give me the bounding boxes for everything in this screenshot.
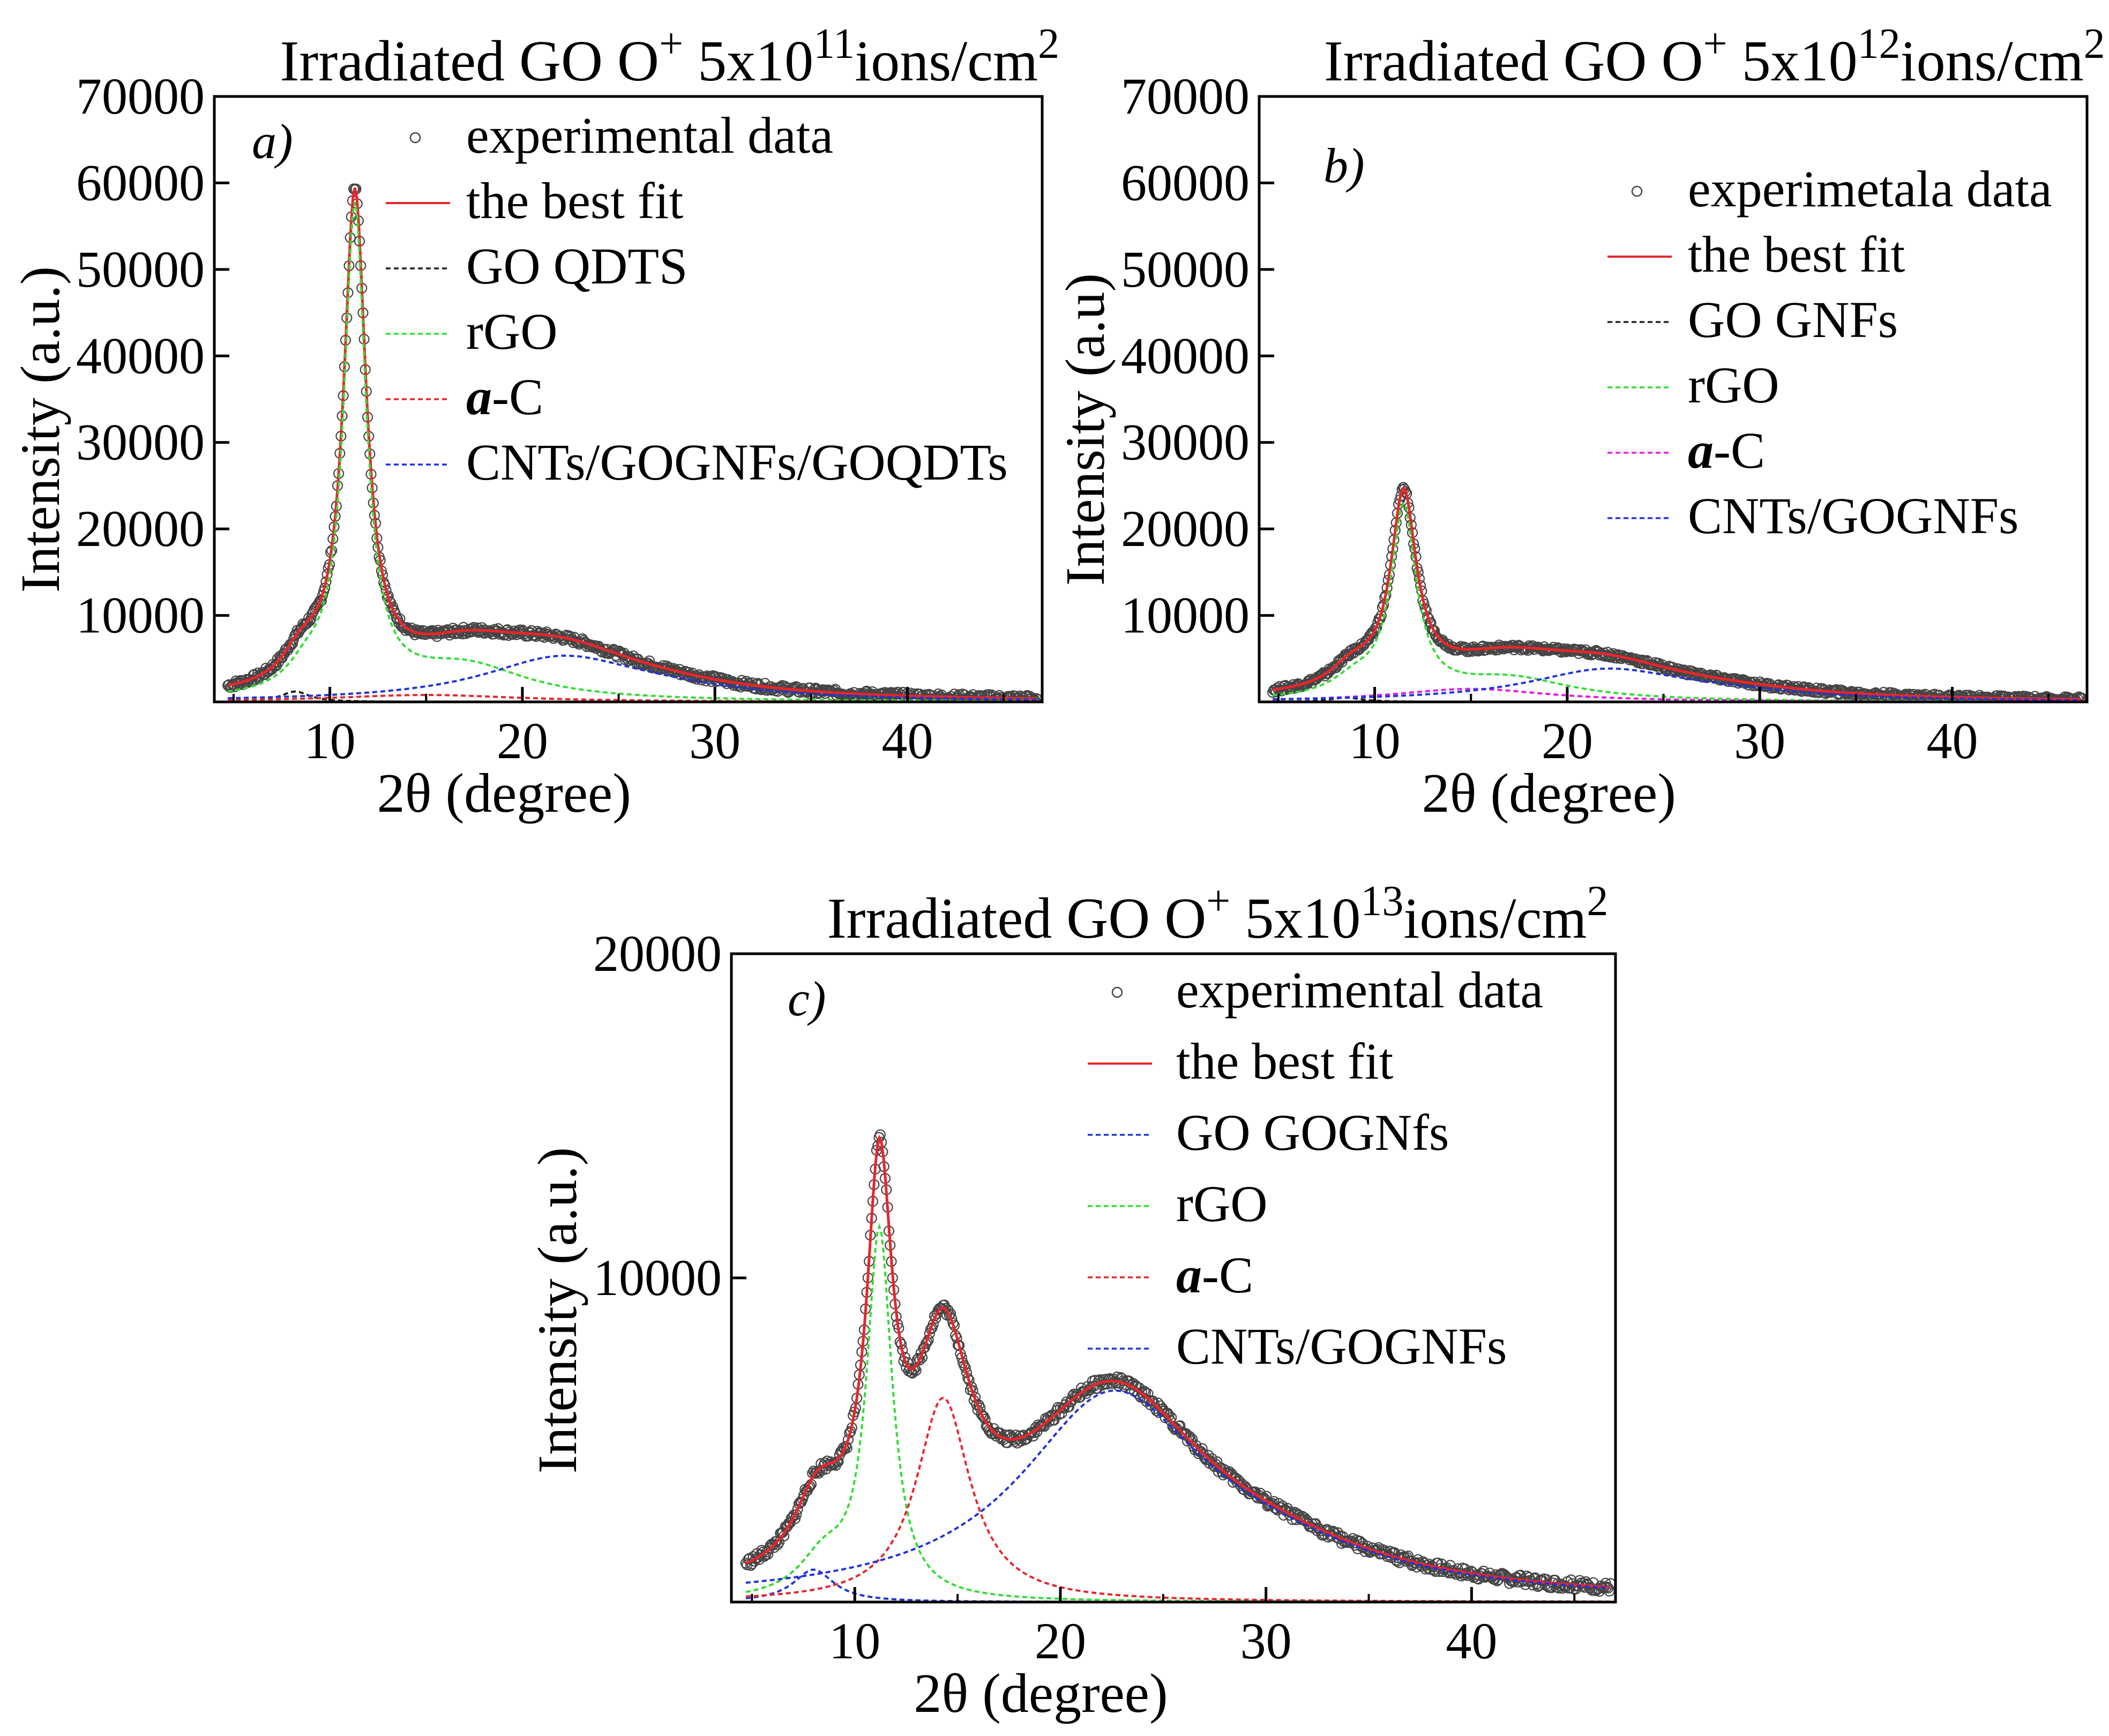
legend-label: a-C: [466, 368, 543, 425]
data-point: [746, 677, 758, 689]
series-line-cnts-gognfs: [745, 1389, 1610, 1589]
legend-marker: [409, 132, 421, 144]
legend-label: GO GNFs: [1688, 291, 1898, 348]
panel-label: c): [788, 971, 826, 1026]
panel-c: 10 20 30 40 10000 20000 2θ (degree) Intensity (…: [527, 878, 1617, 1724]
x-axis-label: 2θ (degree): [377, 762, 631, 824]
legend-label: the best fit: [1176, 1032, 1394, 1090]
series-line-rgo: [227, 201, 1037, 702]
legend-marker: [1631, 185, 1643, 197]
legend-label: experimental data: [1176, 961, 1543, 1019]
x-axis-label: 2θ (degree): [1422, 762, 1676, 824]
legend-label: a-C: [1176, 1246, 1253, 1304]
legend-label: the best fit: [1688, 226, 1905, 283]
y-tick-label: 40000: [1121, 327, 1250, 384]
series-line-the-best-fit: [745, 1134, 1610, 1589]
y-tick-label: 70000: [76, 68, 205, 125]
data-point: [1253, 1490, 1265, 1501]
data-point: [305, 613, 317, 624]
y-axis-label: Intensity (a.u.): [10, 266, 71, 593]
chart-title: Irradiated GO O+ 5x1011ions/cm2: [280, 20, 1059, 93]
y-tick-label: 60000: [1121, 154, 1250, 211]
x-tick-label: 40: [881, 712, 933, 769]
panel-b: 10 20 30 40 10000 20000 30000 40000 50000 60000 70…: [1054, 20, 2105, 824]
legend-label: GO GOGNfs: [1176, 1104, 1449, 1161]
panel-label: b): [1323, 138, 1365, 193]
legend: experimetala data the best fit GO GNFs rGO a…: [1607, 160, 2052, 544]
data-point: [979, 1413, 991, 1425]
x-tick-label: 10: [304, 712, 356, 769]
y-tick-label: 30000: [1121, 414, 1250, 471]
plot-frame: [730, 952, 1617, 1604]
y-tick-label: 60000: [76, 154, 205, 211]
legend: experimental data the best fit GO QDTS rGO a…: [386, 107, 1008, 491]
y-tick-label: 30000: [76, 414, 205, 471]
legend-label: CNTs/GOGNFs: [1176, 1318, 1507, 1375]
x-tick-label: 30: [689, 712, 741, 769]
legend-label: GO QDTS: [466, 237, 687, 295]
legend: experimental data the best fit GO GOGNfs rG…: [1088, 961, 1543, 1375]
series-line-the-best-fit: [1272, 485, 2082, 701]
legend-label: CNTs/GOGNFs/GOQDTs: [466, 433, 1008, 491]
x-tick-label: 40: [1446, 1612, 1497, 1670]
plot-frame: [1258, 95, 2089, 704]
y-tick-label: 70000: [1121, 68, 1250, 125]
y-axis-label: Intensity (a.u.): [527, 1147, 588, 1473]
legend-label: experimental data: [466, 107, 833, 164]
legend-marker: [1111, 986, 1123, 998]
y-tick-label: 20000: [593, 925, 722, 982]
legend-label: the best fit: [466, 172, 684, 229]
x-tick-label: 10: [829, 1612, 880, 1670]
y-tick-label: 20000: [76, 500, 205, 557]
data-point: [757, 1546, 769, 1558]
x-axis-label: 2θ (degree): [914, 1663, 1168, 1724]
y-tick-label: 10000: [593, 1249, 722, 1306]
panel-a: 10 20 30 40 10000 20000 30000 40000 50000 60000 70…: [10, 20, 1059, 824]
data-point: [1591, 1584, 1603, 1595]
series-line-cnts-gognfs: [1273, 667, 2082, 701]
series-line-a-c: [228, 694, 1037, 702]
data-point: [1900, 689, 1911, 700]
x-tick-label: 10: [1349, 712, 1401, 769]
plot-frame: [213, 95, 1044, 704]
legend-label: rGO: [1688, 356, 1779, 414]
y-tick-label: 10000: [76, 587, 205, 644]
x-tick-label: 20: [1035, 1612, 1086, 1670]
legend-label: rGO: [1176, 1175, 1268, 1232]
data-point: [840, 1441, 851, 1452]
legend-label: rGO: [466, 303, 558, 360]
series-line-a-c: [1273, 687, 2082, 702]
data-point: [809, 1468, 820, 1479]
data-point: [914, 1355, 925, 1366]
x-tick-label: 20: [497, 712, 548, 769]
data-point: [906, 1367, 917, 1378]
y-tick-label: 10000: [1121, 587, 1250, 644]
legend-label: a-C: [1688, 422, 1765, 479]
data-point: [1584, 1583, 1595, 1594]
data-point: [522, 631, 534, 642]
x-tick-label: 40: [1926, 712, 1978, 769]
chart-title: Irradiated GO O+ 5x1012ions/cm2: [1324, 20, 2105, 93]
y-tick-label: 20000: [1121, 500, 1250, 557]
legend-label: CNTs/GOGNFs: [1688, 487, 2018, 544]
data-point: [2062, 692, 2073, 702]
data-point: [1499, 1569, 1510, 1581]
x-tick-label: 30: [1240, 1612, 1292, 1670]
plot-area: [222, 183, 1042, 702]
y-tick-label: 50000: [76, 241, 205, 298]
data-point: [1148, 1398, 1160, 1409]
x-tick-label: 20: [1542, 712, 1593, 769]
panel-label: a): [252, 114, 293, 169]
chart-title: Irradiated GO O+ 5x1013ions/cm2: [827, 878, 1609, 951]
y-tick-label: 40000: [76, 327, 205, 384]
x-tick-label: 30: [1734, 712, 1785, 769]
legend-label: experimetala data: [1688, 160, 2052, 218]
y-tick-label: 50000: [1121, 241, 1250, 298]
y-axis-label: Intensity (a.u): [1054, 273, 1116, 586]
